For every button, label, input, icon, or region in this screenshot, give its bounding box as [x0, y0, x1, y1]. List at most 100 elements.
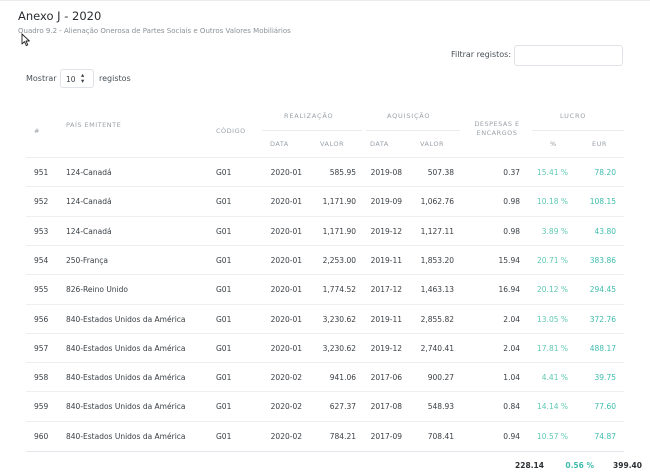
cell-country: 124-Canadá	[66, 168, 112, 177]
cell-aquisicao-value: 1,853.20	[420, 255, 454, 265]
cell-number: 960	[34, 431, 49, 441]
cell-expenses: 15.94	[498, 255, 520, 265]
show-label: Mostrar	[26, 74, 57, 83]
cell-code: G01	[216, 226, 232, 236]
cell-code: G01	[216, 431, 232, 441]
mouse-cursor-icon	[21, 33, 30, 47]
cell-aquisicao-date: 2019-12	[370, 226, 402, 236]
cell-realizacao-value: 1,171.90	[322, 197, 356, 207]
cell-realizacao-value: 1,171.90	[322, 226, 356, 236]
cell-aquisicao-value: 708.41	[427, 431, 454, 441]
cell-expenses: 2.04	[503, 343, 520, 353]
top-divider	[0, 0, 650, 1]
cell-realizacao-value: 3,230.62	[322, 314, 356, 324]
cell-profit-pct: 10.18 %	[537, 197, 568, 207]
cell-code: G01	[216, 314, 232, 324]
cell-realizacao-date: 2020-01	[270, 343, 302, 353]
cell-number: 957	[34, 343, 49, 353]
cell-expenses: 16.94	[498, 285, 520, 295]
cell-expenses: 2.04	[503, 314, 520, 324]
header-country: País Emitente	[66, 121, 122, 129]
cell-realizacao-date: 2020-01	[270, 314, 302, 324]
group-divider	[532, 130, 624, 131]
cell-aquisicao-date: 2019-08	[370, 168, 402, 177]
header-realizacao-data: Data	[270, 140, 289, 148]
cell-profit-pct: 20.12 %	[537, 285, 568, 295]
cell-code: G01	[216, 402, 232, 412]
cell-realizacao-value: 3,230.62	[322, 343, 356, 353]
cell-expenses: 0.98	[503, 197, 520, 207]
total-pct: 0.56 %	[565, 461, 594, 470]
cell-aquisicao-value: 2,740.41	[420, 343, 454, 353]
cell-code: G01	[216, 285, 232, 295]
cell-aquisicao-date: 2019-12	[370, 343, 402, 353]
cell-aquisicao-date: 2019-11	[370, 314, 402, 324]
cell-country: 840-Estados Unidos da América	[66, 431, 186, 441]
cell-realizacao-value: 2,253.00	[322, 255, 356, 265]
cell-realizacao-date: 2020-02	[270, 431, 302, 441]
cell-aquisicao-value: 1,062.76	[420, 197, 454, 207]
cell-aquisicao-date: 2017-08	[370, 402, 402, 412]
cell-code: G01	[216, 373, 232, 383]
cell-profit-eur: 108.15	[589, 197, 616, 207]
cell-country: 124-Canadá	[66, 197, 112, 207]
cell-aquisicao-date: 2019-09	[370, 197, 402, 207]
cell-profit-pct: 14.14 %	[537, 402, 568, 412]
cell-profit-pct: 4.41 %	[541, 373, 568, 383]
cell-realizacao-value: 941.06	[329, 373, 356, 383]
table-row: 958 840-Estados Unidos da América G01 2020-…	[26, 362, 624, 391]
records-label: registos	[99, 74, 131, 83]
cell-profit-pct: 3.89 %	[541, 226, 568, 236]
total-expenses: 228.14	[515, 461, 544, 470]
table-row: 951 124-Canadá G01 2020-01 585.95 2019-08 507.…	[26, 157, 624, 186]
cell-profit-pct: 20.71 %	[537, 255, 568, 265]
cell-country: 124-Canadá	[66, 226, 112, 236]
totals-row: 228.14 0.56 % 399.40	[26, 451, 642, 471]
cell-realizacao-date: 2020-01	[270, 168, 302, 177]
cell-number: 952	[34, 197, 49, 207]
cell-expenses: 0.37	[503, 168, 520, 177]
table-row: 957 840-Estados Unidos da América G01 2020-…	[26, 332, 624, 362]
cell-profit-eur: 294.45	[589, 285, 616, 295]
page-subtitle: Quadro 9.2 - Alienação Onerosa de Partes…	[18, 27, 291, 35]
cell-realizacao-date: 2020-01	[270, 255, 302, 265]
header-lucro-eur: EUR	[592, 140, 607, 148]
cell-aquisicao-value: 1,127.11	[420, 226, 454, 236]
cell-profit-eur: 383.86	[589, 255, 616, 265]
cell-realizacao-value: 585.95	[329, 168, 356, 177]
cell-country: 826-Reino Unido	[66, 285, 128, 295]
cell-profit-eur: 74.87	[594, 431, 616, 441]
cell-aquisicao-date: 2017-06	[370, 373, 402, 383]
cell-realizacao-value: 1,774.52	[322, 285, 356, 295]
page-size-select[interactable]: 10	[60, 69, 94, 88]
header-aquisicao: Aquisição	[387, 112, 431, 120]
cell-aquisicao-value: 507.38	[427, 168, 454, 177]
page-size-value: 10	[66, 75, 76, 84]
header-code: Código	[216, 127, 246, 135]
header-lucro-pct: %	[550, 140, 557, 148]
total-eur: 399.40	[613, 461, 642, 470]
cell-aquisicao-date: 2017-09	[370, 431, 402, 441]
cell-realizacao-date: 2020-02	[270, 402, 302, 412]
cell-realizacao-value: 784.21	[329, 431, 356, 441]
cell-code: G01	[216, 197, 232, 207]
cell-aquisicao-value: 900.27	[427, 373, 454, 383]
cell-profit-eur: 372.76	[589, 314, 616, 324]
cell-profit-eur: 78.20	[594, 168, 616, 177]
cell-profit-pct: 15.41 %	[537, 168, 568, 177]
filter-input[interactable]	[514, 45, 623, 66]
cell-code: G01	[216, 168, 232, 177]
header-lucro: Lucro	[560, 112, 587, 120]
cell-expenses: 1.04	[503, 373, 520, 383]
cell-number: 953	[34, 226, 49, 236]
cell-profit-pct: 13.05 %	[537, 314, 568, 324]
table-row: 953 124-Canadá G01 2020-01 1,171.90 2019-12 1,…	[26, 215, 624, 245]
cell-realizacao-date: 2020-02	[270, 373, 302, 383]
cell-code: G01	[216, 343, 232, 353]
cell-realizacao-date: 2020-01	[270, 226, 302, 236]
cell-number: 951	[34, 168, 49, 177]
header-realizacao-valor: Valor	[320, 140, 344, 148]
cell-code: G01	[216, 255, 232, 265]
table-row: 954 250-França G01 2020-01 2,253.00 2019-11 1,…	[26, 244, 624, 274]
table-row: 952 124-Canadá G01 2020-01 1,171.90 2019-09 1,…	[26, 186, 624, 215]
